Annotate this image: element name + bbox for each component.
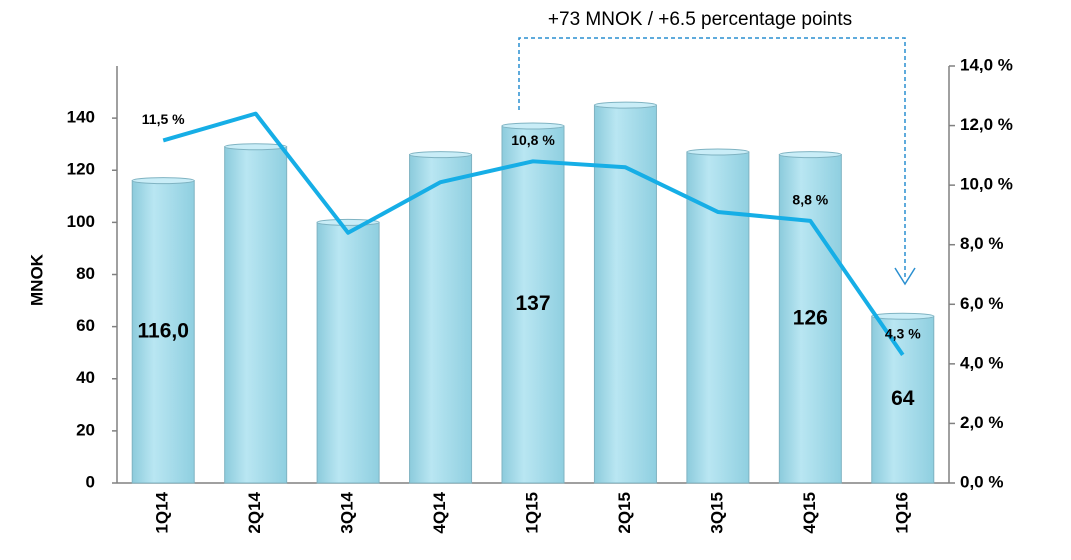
x-tick-label: 1Q16	[892, 492, 911, 534]
y-tick-label: 40	[76, 368, 95, 387]
bar	[686, 151, 750, 484]
line-value-label: 10,8 %	[511, 132, 555, 148]
bar-cap	[224, 143, 288, 151]
x-tick-label: 2Q14	[245, 491, 264, 533]
bar-value-label: 64	[891, 387, 915, 410]
bar	[224, 146, 288, 484]
y-tick-label: 100	[67, 212, 95, 231]
y-tick-label: 80	[76, 264, 95, 283]
annotation: +73 MNOK / +6.5 percentage points	[548, 9, 852, 30]
bar-cap	[131, 177, 195, 185]
bar-cap	[778, 151, 842, 159]
x-tick-label: 3Q15	[707, 492, 726, 534]
y2-tick-label: 2,0 %	[960, 413, 1003, 432]
bar-cap	[501, 122, 565, 130]
x-tick-label: 3Q14	[338, 491, 357, 533]
bar-cap	[593, 101, 657, 109]
y-tick-label: 140	[67, 108, 95, 127]
y2-tick-label: 6,0 %	[960, 294, 1003, 313]
bar	[778, 154, 842, 484]
x-tick-label: 4Q14	[430, 491, 449, 533]
bar	[501, 125, 565, 484]
arrow-head	[894, 267, 916, 286]
bar-value-label: 116,0	[138, 319, 189, 342]
bar-value-label: 137	[515, 292, 550, 315]
y-tick-label: 120	[67, 160, 95, 179]
line-value-label: 4,3 %	[885, 326, 921, 342]
y-tick-label: 20	[76, 420, 95, 439]
bar	[409, 154, 473, 484]
bar-value-label: 126	[793, 306, 828, 329]
line-value-label: 11,5 %	[142, 111, 185, 127]
y2-tick-label: 12,0 %	[960, 115, 1013, 134]
x-tick-label: 2Q15	[615, 492, 634, 534]
y-tick-label: 0	[86, 472, 95, 491]
y-tick-label: 60	[76, 316, 95, 335]
bar-cap	[686, 148, 750, 156]
y2-tick-label: 4,0 %	[960, 353, 1003, 372]
bar	[593, 104, 657, 484]
y2-tick-label: 10,0 %	[960, 175, 1013, 194]
y2-tick-label: 8,0 %	[960, 234, 1003, 253]
bar	[871, 315, 935, 484]
annotation-arrow	[518, 37, 906, 278]
bar	[316, 221, 380, 484]
x-tick-label: 4Q15	[800, 492, 819, 534]
bar-cap	[409, 151, 473, 159]
x-tick-label: 1Q14	[153, 491, 172, 533]
y2-tick-label: 0,0 %	[960, 472, 1003, 491]
y-axis-label: MNOK	[27, 253, 46, 306]
y2-tick-label: 14,0 %	[960, 55, 1013, 74]
line-value-label: 8,8 %	[792, 192, 828, 208]
bar-cap	[871, 312, 935, 320]
x-tick-label: 1Q15	[522, 492, 541, 534]
line	[162, 111, 905, 357]
